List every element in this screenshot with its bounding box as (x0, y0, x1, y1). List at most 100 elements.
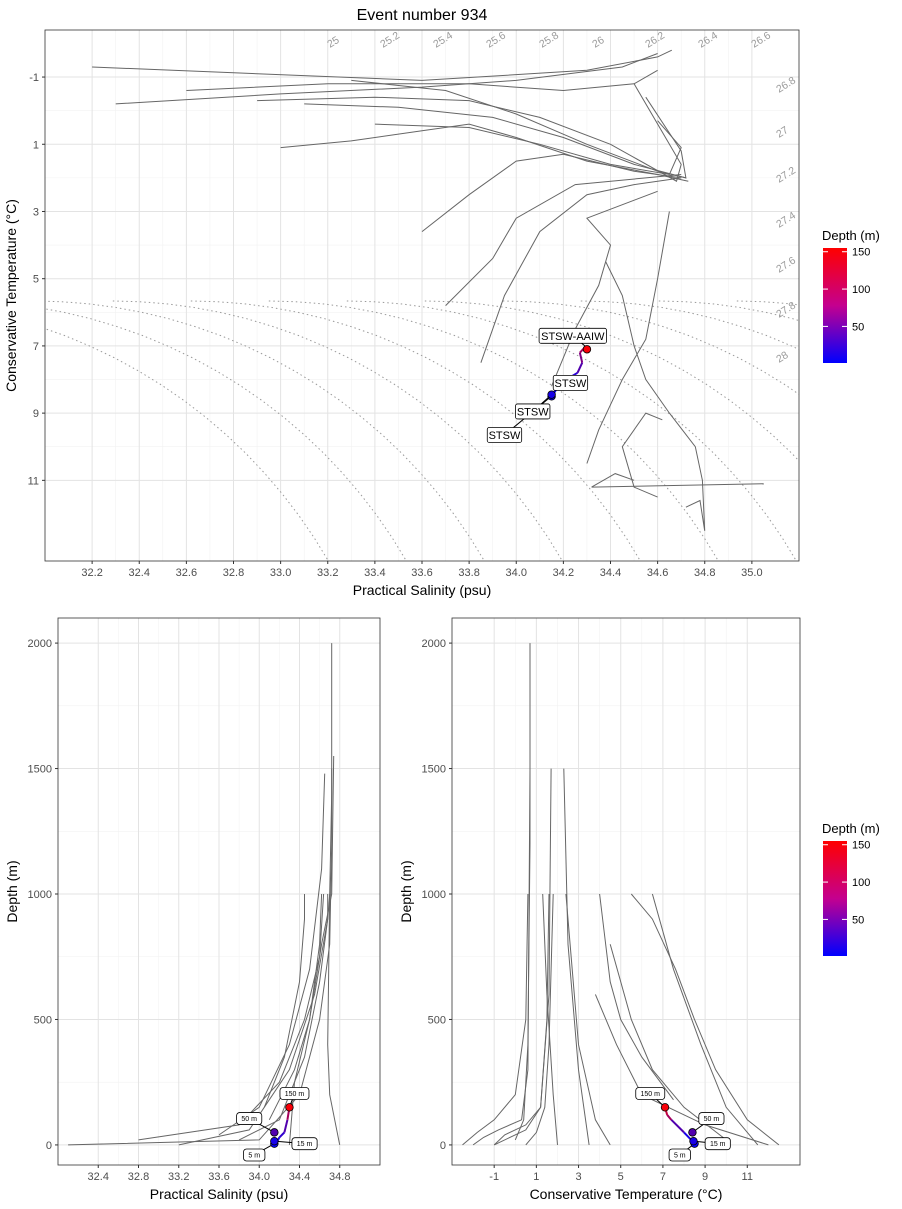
highlight-segment (578, 352, 584, 363)
background-profile (599, 893, 674, 1101)
background-profile (525, 893, 554, 1146)
background-profile (280, 123, 689, 182)
y-tick-label: 7 (33, 341, 39, 353)
x-tick-label: 34.8 (329, 1171, 350, 1183)
isopycnal-line (424, 300, 799, 462)
annotation-box (243, 1148, 266, 1162)
x-axis-title: Conservative Temperature (°C) (530, 1186, 723, 1202)
background-profile (374, 120, 682, 176)
x-tick-label: 33.4 (364, 567, 385, 579)
x-tick-label: 34.8 (694, 567, 715, 579)
y-tick-label: 1500 (422, 764, 446, 776)
x-tick-label: 1 (533, 1171, 539, 1183)
plot-background (452, 618, 800, 1165)
highlight-segment (670, 1119, 685, 1134)
background-profile (304, 96, 687, 179)
y-tick-label: 500 (34, 1014, 52, 1026)
temperature-depth-panel: 5 m 15 m 50 m 150 m -1 1 3 5 7 9 11 0 500 1000 1500 200… (398, 617, 801, 1202)
legend-tick-label: 150 (852, 247, 870, 259)
y-tick-label: 0 (46, 1140, 52, 1152)
annotation-label: 5 m (248, 1152, 260, 1159)
legend-tick-label: 100 (852, 877, 870, 889)
isopycnal-label: 26 (590, 34, 606, 50)
depth-legend-top: Depth (m) 50 100 150 (822, 228, 880, 363)
annotation-label: STSW (489, 430, 521, 442)
background-profile (591, 473, 635, 488)
legend-tick-label: 50 (852, 914, 864, 926)
annotation-box (515, 403, 551, 420)
annotation-label: 50 m (704, 1116, 720, 1123)
annotation-box (236, 1112, 263, 1125)
highlight-point (660, 1103, 670, 1112)
isopycnal-line (346, 300, 797, 561)
y-tick-label: 1000 (28, 889, 52, 901)
x-tick-label: 32.8 (128, 1171, 149, 1183)
annotation-label: STSW (517, 406, 549, 418)
isopycnal-label: 27 (774, 124, 790, 140)
background-profile (257, 83, 682, 182)
x-axis-title: Practical Salinity (psu) (150, 1186, 289, 1202)
ts-diagram-panel: 25 25.2 25.4 25.6 25.8 26 26.2 26.4 26.626.82727… (3, 29, 902, 821)
annotation-box (635, 1087, 666, 1100)
annotation-label: 15 m (710, 1141, 726, 1148)
highlight-segment (283, 1119, 289, 1133)
annotation-label: STSW-AAIW (541, 331, 605, 343)
background-profile (586, 211, 670, 464)
background-profile (605, 261, 706, 531)
salinity-depth-panel: 5 m 15 m 50 m 150 m 32.4 32.8 33.2 33.6 34.0 34.4… (4, 617, 381, 1202)
background-profile (565, 893, 611, 1146)
x-tick-label: 33.2 (168, 1171, 189, 1183)
annotation-box (668, 1148, 691, 1162)
y-tick-label: 1000 (422, 889, 446, 901)
isopycnal-label: 28 (774, 349, 790, 365)
y-tick-label: 1500 (28, 764, 52, 776)
x-tick-label: 34.0 (249, 1171, 270, 1183)
y-tick-label: 5 (33, 274, 39, 286)
isopycnal-line (814, 301, 902, 821)
background-profile (92, 49, 673, 81)
background-profile (563, 768, 590, 1145)
isopycnal-line (268, 300, 719, 561)
depth-legend-bottom: Depth (m) 50 100 150 (822, 821, 880, 956)
x-tick-label: 32.4 (88, 1171, 109, 1183)
isopycnal-line (502, 300, 799, 395)
x-tick-label: 35.0 (741, 567, 762, 579)
x-tick-label: 33.2 (317, 567, 338, 579)
legend-tick-label: 100 (852, 284, 870, 296)
highlight-point (270, 1128, 279, 1137)
x-tick-label: 33.8 (458, 567, 479, 579)
background-profile (68, 768, 333, 1146)
background-profile (542, 893, 558, 1145)
background-profile (445, 174, 682, 306)
x-tick-label: 32.2 (81, 567, 102, 579)
x-tick-label: 34.6 (647, 567, 668, 579)
x-tick-label: 33.0 (270, 567, 291, 579)
background-profile (327, 643, 341, 1145)
x-tick-label: 34.0 (506, 567, 527, 579)
y-tick-label: -1 (29, 72, 39, 84)
background-profile (421, 153, 682, 232)
y-tick-label: 9 (33, 408, 39, 420)
legend-colorbar (823, 841, 847, 956)
background-profile (651, 893, 759, 1146)
legend-tick-label: 150 (852, 840, 870, 852)
highlight-point (285, 1103, 294, 1112)
x-tick-label: 33.6 (208, 1171, 229, 1183)
background-profile (462, 893, 529, 1146)
y-tick-label: 11 (28, 475, 39, 487)
annotation-box (291, 1137, 318, 1151)
highlight-point (547, 390, 556, 399)
y-axis-title: Conservative Temperature (°C) (3, 199, 19, 392)
highlight-point (582, 345, 592, 354)
annotation-box (279, 1087, 310, 1100)
background-profile (480, 177, 682, 363)
y-tick-label: 3 (33, 206, 39, 218)
annotation-box (538, 327, 607, 344)
background-profile (493, 768, 552, 1146)
background-profile (514, 643, 531, 1141)
x-tick-label: 32.6 (176, 567, 197, 579)
y-axis-title: Depth (m) (398, 860, 414, 922)
highlight-segment (576, 362, 584, 374)
x-tick-label: 5 (618, 1171, 624, 1183)
highlight-segment (666, 1114, 673, 1121)
